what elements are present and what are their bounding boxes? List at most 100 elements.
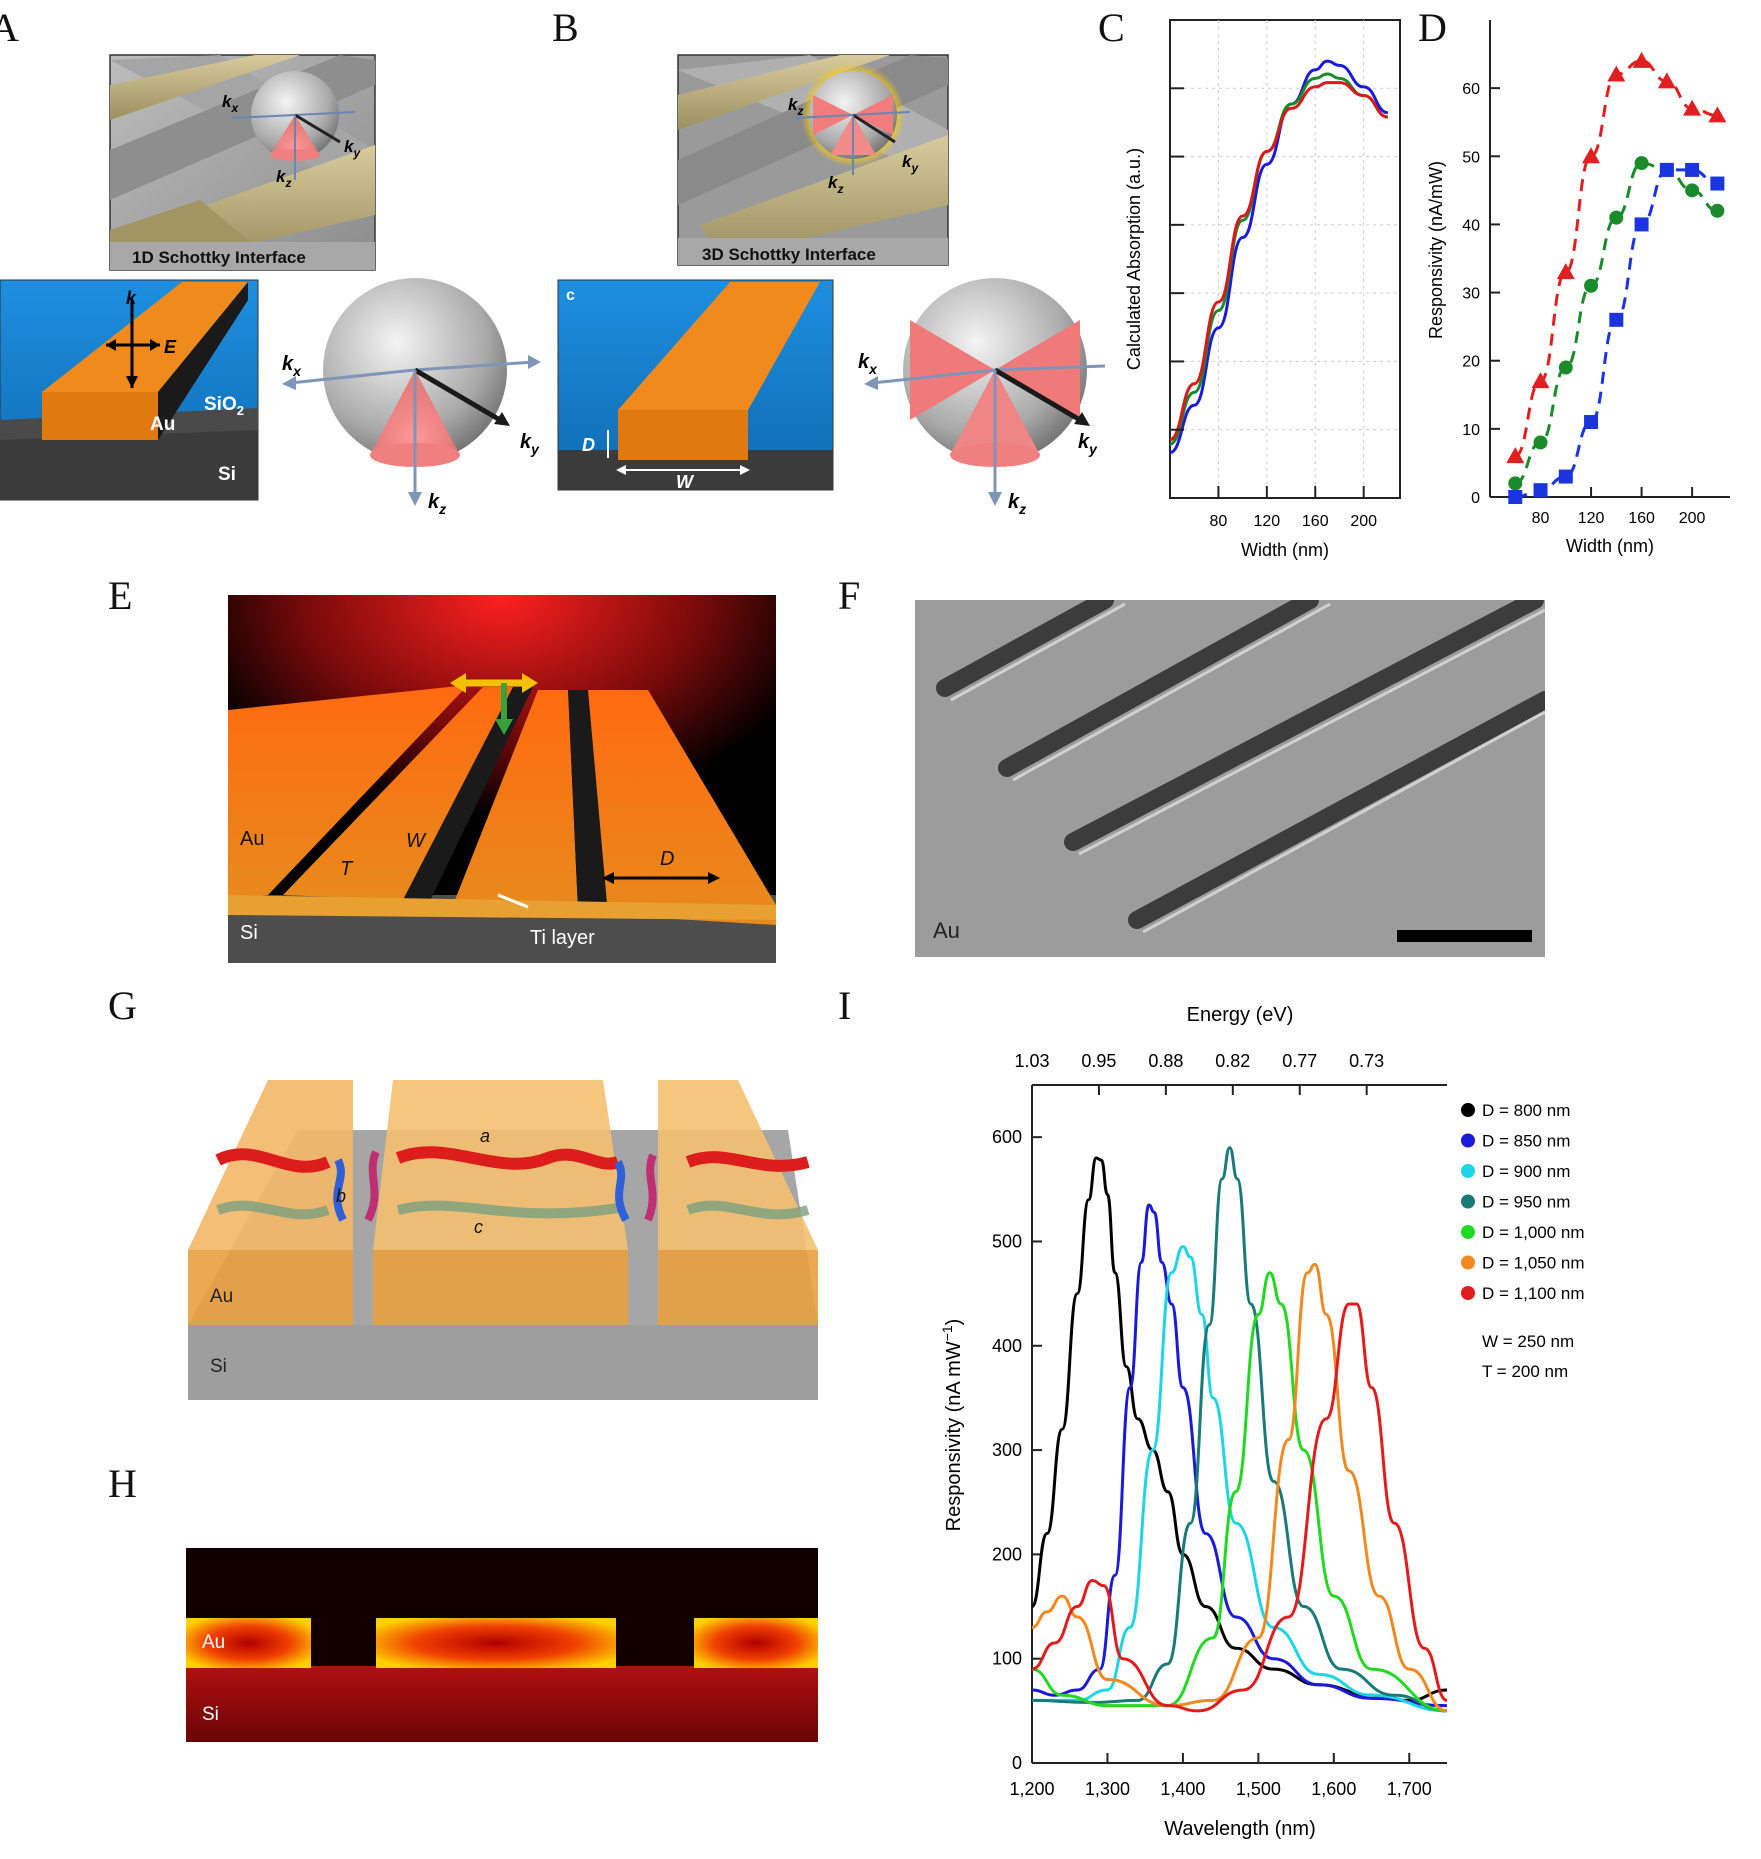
chart-i-legend-marker xyxy=(1461,1255,1475,1270)
g-a-label: a xyxy=(480,1126,490,1146)
panel-g: a b c Au Si xyxy=(188,1080,818,1400)
chart-c-xlabel: Width (nm) xyxy=(1241,540,1329,560)
chart-i-xtick-label: 1,200 xyxy=(1009,1779,1054,1799)
sem-grooves xyxy=(936,600,1545,929)
chart-d-point xyxy=(1710,176,1725,191)
b-kx-label: kx xyxy=(858,351,878,377)
chart-d-point xyxy=(1508,490,1523,504)
chart-i-legend-marker xyxy=(1461,1194,1475,1209)
e-t-label: T xyxy=(340,858,354,880)
chart-i-legend-marker xyxy=(1461,1286,1475,1300)
chart-d-point xyxy=(1659,162,1674,177)
chart-d-point xyxy=(1685,162,1700,177)
chart-i-legend-label: D = 1,000 nm xyxy=(1482,1223,1585,1242)
chart-d-point xyxy=(1582,147,1601,164)
chart-i-legend-marker xyxy=(1461,1225,1475,1239)
b-ky-label: ky xyxy=(1078,431,1098,457)
panel-e: Au Si T W D Ti layer xyxy=(228,595,776,963)
chart-c-xtick-label: 80 xyxy=(1210,513,1228,530)
chart-i-legend-label: D = 800 nm xyxy=(1482,1101,1570,1120)
chart-d-ytick-label: 40 xyxy=(1462,217,1480,234)
g-b-label: b xyxy=(336,1186,346,1206)
chart-i-xtick-label: 1,300 xyxy=(1085,1779,1130,1799)
d-label: D xyxy=(582,435,595,455)
chart-i-series-line xyxy=(1031,1302,1448,1713)
chart-i-legend-label: D = 900 nm xyxy=(1482,1162,1570,1181)
chart-d-xtick-label: 200 xyxy=(1679,510,1706,527)
chart-i-ytick-label: 500 xyxy=(992,1231,1022,1251)
chart-d-ytick-label: 0 xyxy=(1471,490,1480,507)
panel-label-h: H xyxy=(108,1461,137,1506)
sem-b-kz-label: kz xyxy=(828,173,843,196)
chart-d-point xyxy=(1634,156,1649,171)
kz-label: kz xyxy=(428,491,446,517)
chart-d-ytick-label: 20 xyxy=(1462,354,1480,371)
chart-i-legend-marker xyxy=(1461,1164,1475,1178)
device-schematic-3d: c D W xyxy=(557,279,834,492)
chart-d-point xyxy=(1531,372,1550,389)
e-si-label: Si xyxy=(240,922,258,944)
chart-d-series-line xyxy=(1514,161,1718,485)
sem-kx-label: kx xyxy=(222,92,239,115)
kx-label: kx xyxy=(282,353,302,379)
chart-i-xtick-label: 1,500 xyxy=(1236,1779,1281,1799)
chart-i-legend-param: W = 250 nm xyxy=(1482,1332,1574,1351)
f-au-label: Au xyxy=(933,918,960,943)
gold-ridges xyxy=(188,1080,818,1325)
chart-i-series-line xyxy=(1031,1203,1448,1708)
sio2-label: SiO2 xyxy=(204,394,244,418)
si-label: Si xyxy=(218,464,236,485)
device-schematic-1d: k E Au SiO2 Si xyxy=(0,279,259,501)
chart-i-top-tick-label: 0.82 xyxy=(1215,1051,1250,1071)
panel-label-e: E xyxy=(108,573,133,618)
sem-ky-label: ky xyxy=(344,137,361,160)
h-si-label: Si xyxy=(202,1704,219,1725)
panel-label-g: G xyxy=(108,983,137,1028)
chart-d-xlabel: Width (nm) xyxy=(1566,536,1654,556)
chart-d-point xyxy=(1558,469,1573,484)
chart-d-point xyxy=(1506,447,1525,464)
chart-d-ytick-label: 30 xyxy=(1462,286,1480,303)
chart-c-series-line xyxy=(1169,59,1389,455)
chart-i-top-tick-label: 1.03 xyxy=(1014,1051,1049,1071)
chart-i-ylabel: Responsivity (nA mW−1) xyxy=(939,1319,965,1532)
chart-i-ytick-label: 200 xyxy=(992,1544,1022,1564)
panel-label-i: I xyxy=(838,983,852,1028)
g-au-label: Au xyxy=(210,1286,233,1307)
chart-i-legend-marker xyxy=(1461,1103,1475,1117)
chart-i-legend-marker xyxy=(1461,1133,1475,1148)
chart-d-point xyxy=(1584,278,1599,293)
chart-i: 0 100 200 300 400 500 600 1,200 1,300 1,400 1,500 1… xyxy=(939,1005,1585,1840)
chart-d-xtick-label: 80 xyxy=(1532,510,1550,527)
panel-b: kz ky kz 3D Schottky Interface c D W kx … xyxy=(557,54,1106,517)
chart-d-point xyxy=(1685,183,1700,198)
chart-d-point xyxy=(1558,360,1573,375)
k-space-sphere-3d: kx ky kz xyxy=(858,278,1106,517)
chart-i-legend-label: D = 1,100 nm xyxy=(1482,1284,1585,1303)
chart-i-top-label: Energy (eV) xyxy=(1187,1005,1294,1026)
chart-i-series-line xyxy=(1031,1262,1448,1713)
chart-i-top-tick-label: 0.73 xyxy=(1349,1051,1384,1071)
polarization-arrows xyxy=(450,673,538,735)
chart-d-series-line xyxy=(1514,59,1718,458)
chart-i-ytick-label: 600 xyxy=(992,1127,1022,1147)
chart-c-xtick-label: 160 xyxy=(1302,513,1329,530)
panel-label-c: C xyxy=(1098,5,1125,50)
chart-d-point xyxy=(1584,415,1599,430)
chart-i-xtick-label: 1,400 xyxy=(1160,1779,1205,1799)
wave-vector-label: k xyxy=(126,288,137,308)
chart-d-ylabel: Responsivity (nA/mW) xyxy=(1426,161,1446,339)
chart-d-point xyxy=(1708,106,1727,123)
chart-d-point xyxy=(1609,312,1624,327)
chart-i-legend-label: D = 950 nm xyxy=(1482,1193,1570,1212)
chart-d-point xyxy=(1508,476,1523,491)
chart-c: 80 120 160 200 Width (nm) Calculated Absorp… xyxy=(1124,19,1401,560)
chart-i-top-tick-label: 0.95 xyxy=(1081,1051,1116,1071)
chart-c-xtick-label: 120 xyxy=(1253,513,1280,530)
chart-i-ytick-label: 400 xyxy=(992,1336,1022,1356)
chart-c-plot-area xyxy=(1169,19,1401,499)
chart-i-series-line xyxy=(1030,1156,1448,1702)
e-au-label: Au xyxy=(240,828,264,850)
chart-d-point xyxy=(1710,203,1725,218)
chart-i-xtick-label: 1,600 xyxy=(1311,1779,1356,1799)
